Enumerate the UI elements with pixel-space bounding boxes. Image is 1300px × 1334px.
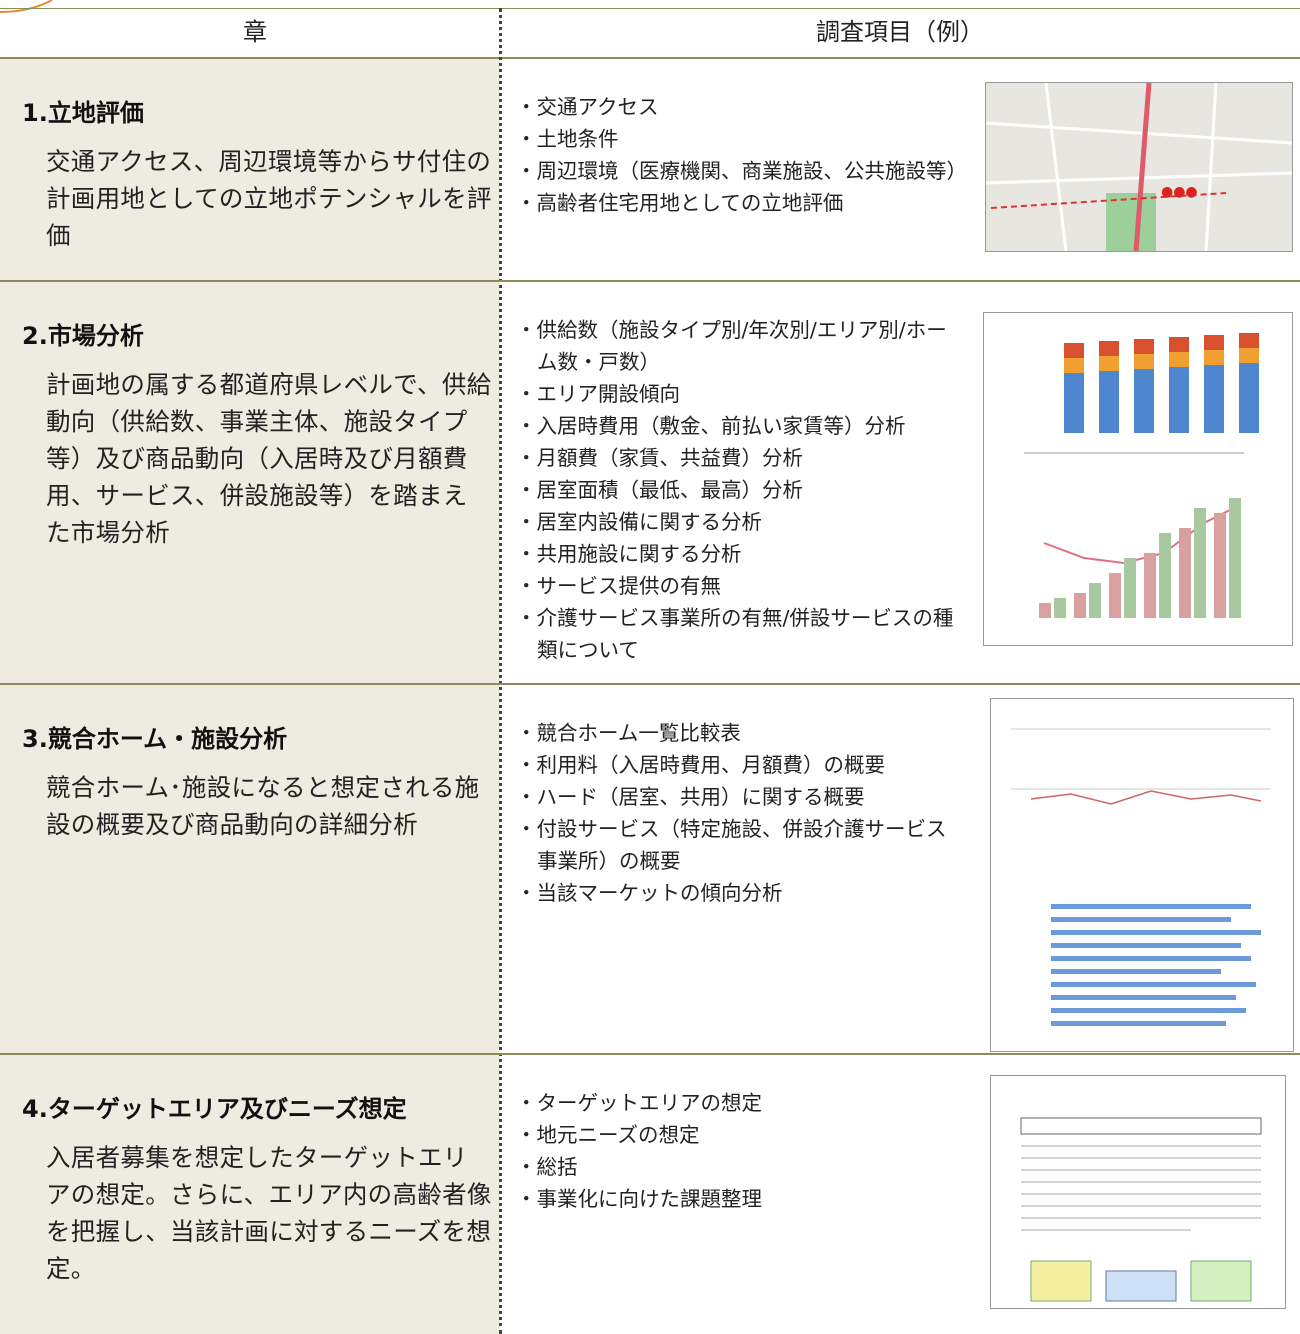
thumb-bar <box>1239 333 1259 348</box>
header-items: 調査項目（例） <box>500 8 1300 57</box>
row-title: 3.競合ホーム・施設分析 <box>22 719 287 754</box>
map-thumbnail: ●●● <box>985 82 1293 252</box>
list-item: ・総括 <box>516 1151 966 1183</box>
list-item: ・ターゲットエリアの想定 <box>516 1087 966 1119</box>
list-item: ・エリア開設傾向 <box>516 378 966 410</box>
thumb-bar <box>1134 369 1154 433</box>
row-description: 計画地の属する都道府県レベルで、供給動向（供給数、事業主体、施設タイプ等）及び商… <box>46 366 492 551</box>
thumb-bar <box>1169 337 1189 352</box>
thumb-bar <box>1134 354 1154 369</box>
thumb-bar <box>1239 348 1259 363</box>
thumb-bar <box>1134 339 1154 354</box>
list-item: ・サービス提供の有無 <box>516 570 966 602</box>
list-item: ・付設サービス（特定施設、併設介護サービス事業所）の概要 <box>516 813 966 877</box>
item-list: ・交通アクセス・土地条件・周辺環境（医療機関、商業施設、公共施設等）・高齢者住宅… <box>516 91 966 219</box>
list-item: ・介護サービス事業所の有無/併設サービスの種類について <box>516 602 966 666</box>
thumb-bar <box>1204 350 1224 365</box>
row-rule <box>0 1053 1300 1055</box>
list-item: ・当該マーケットの傾向分析 <box>516 877 966 909</box>
list-item: ・土地条件 <box>516 123 966 155</box>
thumb-bar <box>1064 373 1084 433</box>
row-rule <box>0 683 1300 685</box>
table-thumbnail <box>990 698 1294 1052</box>
row-description: 入居者募集を想定したターゲットエリアの想定。さらに、エリア内の高齢者像を把握し、… <box>46 1139 492 1287</box>
list-item: ・ハード（居室、共用）に関する概要 <box>516 781 966 813</box>
row-title: 2.市場分析 <box>22 316 144 351</box>
thumb-bar <box>1099 356 1119 371</box>
thumb-bar <box>1204 365 1224 433</box>
row-title: 1.立地評価 <box>22 93 144 128</box>
list-item: ・地元ニーズの想定 <box>516 1119 966 1151</box>
item-list: ・競合ホーム一覧比較表・利用料（入居時費用、月額費）の概要・ハード（居室、共用）… <box>516 717 966 909</box>
list-item: ・利用料（入居時費用、月額費）の概要 <box>516 749 966 781</box>
thumb-bar <box>1204 335 1224 350</box>
list-item: ・共用施設に関する分析 <box>516 538 966 570</box>
item-list: ・供給数（施設タイプ別/年次別/エリア別/ホーム数・戸数）・エリア開設傾向・入居… <box>516 314 966 666</box>
list-item: ・居室面積（最低、最高）分析 <box>516 474 966 506</box>
list-item: ・事業化に向けた課題整理 <box>516 1183 966 1215</box>
row-description: 競合ホーム･施設になると想定される施設の概要及び商品動向の詳細分析 <box>46 769 492 843</box>
row-rule <box>0 280 1300 282</box>
list-item: ・高齢者住宅用地としての立地評価 <box>516 187 966 219</box>
thumb-bar <box>1099 341 1119 356</box>
thumb-bar <box>1239 363 1259 433</box>
list-item: ・競合ホーム一覧比較表 <box>516 717 966 749</box>
header-rule <box>0 57 1300 59</box>
row-description: 交通アクセス、周辺環境等からサ付住の計画用地としての立地ポテンシャルを評価 <box>46 143 492 254</box>
column-divider <box>499 8 502 1334</box>
thumb-bar <box>1064 358 1084 373</box>
thumb-bar <box>1064 343 1084 358</box>
list-item: ・周辺環境（医療機関、商業施設、公共施設等） <box>516 155 966 187</box>
list-item: ・入居時費用（敷金、前払い家賃等）分析 <box>516 410 966 442</box>
list-item: ・交通アクセス <box>516 91 966 123</box>
header-chapter: 章 <box>0 8 510 57</box>
thumb-bar <box>1099 371 1119 433</box>
row-title: 4.ターゲットエリア及びニーズ想定 <box>22 1089 407 1124</box>
thumb-bar <box>1169 352 1189 367</box>
list-item: ・居室内設備に関する分析 <box>516 506 966 538</box>
svg-text:●●●: ●●● <box>1161 184 1198 200</box>
thumb-bar <box>1169 367 1189 433</box>
document-thumbnail <box>990 1075 1286 1309</box>
item-list: ・ターゲットエリアの想定・地元ニーズの想定・総括・事業化に向けた課題整理 <box>516 1087 966 1215</box>
list-item: ・供給数（施設タイプ別/年次別/エリア別/ホーム数・戸数） <box>516 314 966 378</box>
page: 章 調査項目（例） ●●● 1.立地評価交通アクセス、周辺環境等からサ付住の計画… <box>0 0 1300 1334</box>
list-item: ・月額費（家賃、共益費）分析 <box>516 442 966 474</box>
chart-thumbnail <box>983 312 1293 646</box>
